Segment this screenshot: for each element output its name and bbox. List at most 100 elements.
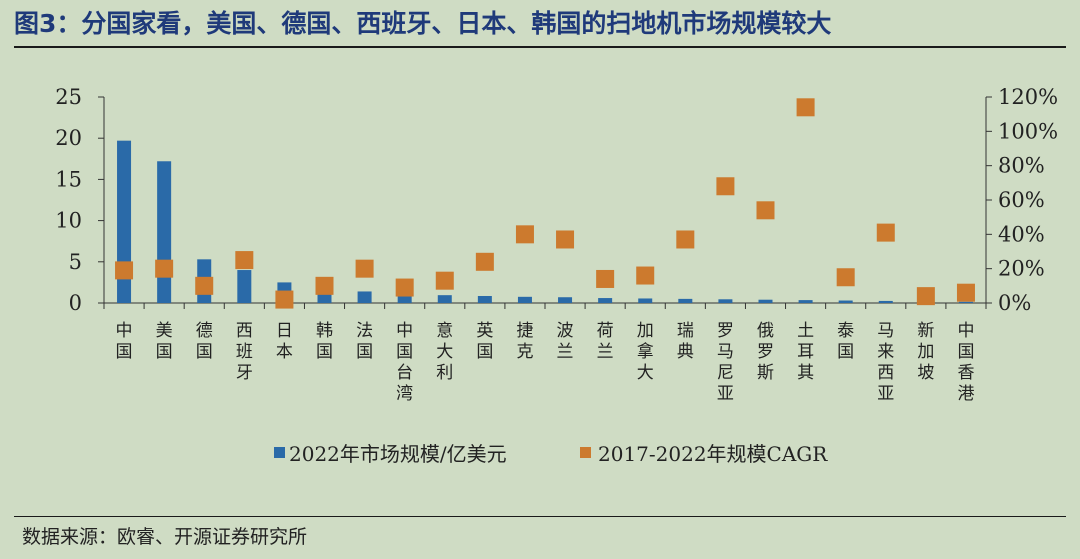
right-axis-tick-label: 0%: [998, 291, 1031, 315]
bar-market-size: [798, 300, 813, 303]
x-axis-category-label: 新: [917, 321, 934, 341]
bar-market-size: [878, 300, 893, 303]
x-axis-category-label: 中: [957, 321, 974, 341]
x-axis-category-label: 大: [637, 363, 654, 383]
right-axis-tick-label: 40%: [998, 222, 1045, 246]
legend-label-cagr: 2017-2022年规模CAGR: [598, 442, 828, 466]
marker-cagr: [796, 98, 815, 117]
left-axis-tick-label: 15: [55, 167, 82, 191]
marker-cagr: [475, 252, 494, 271]
bar-market-size: [758, 299, 773, 303]
bar-market-size: [718, 299, 733, 303]
x-axis-category-label: 大: [436, 342, 453, 362]
x-axis-category-label: 湾: [396, 384, 413, 404]
x-axis-category-label: 拿: [637, 341, 654, 362]
right-axis-tick-label: 60%: [998, 188, 1045, 212]
marker-cagr: [716, 177, 735, 196]
marker-cagr: [115, 261, 134, 280]
bar-market-size: [958, 301, 973, 303]
x-axis-category-label: 加: [917, 342, 934, 362]
x-axis-category-label: 利: [436, 363, 453, 383]
marker-cagr: [876, 223, 895, 242]
x-axis-category-label: 土: [797, 321, 814, 341]
bar-market-size: [157, 161, 172, 303]
marker-cagr: [195, 276, 214, 295]
marker-cagr: [155, 259, 174, 278]
x-axis-category-label: 波: [557, 321, 574, 341]
bar-market-size: [237, 270, 252, 303]
marker-cagr: [275, 290, 294, 309]
x-axis-category-label: 克: [516, 342, 533, 362]
x-axis-category-label: 西: [877, 363, 894, 383]
bar-market-size: [638, 298, 653, 303]
marker-cagr: [676, 230, 695, 249]
marker-cagr: [556, 230, 575, 249]
legend-swatch-market-size: [274, 447, 285, 458]
marker-cagr: [435, 271, 454, 290]
x-axis-category-label: 国: [837, 342, 854, 362]
x-axis-category-label: 荷: [597, 321, 614, 341]
left-axis-tick-label: 10: [55, 209, 82, 233]
x-axis-category-label: 西: [236, 321, 253, 341]
right-axis-tick-label: 80%: [998, 154, 1045, 178]
x-axis-category-label: 典: [677, 342, 694, 362]
title-divider: [14, 46, 1066, 48]
x-axis-category-label: 德: [196, 321, 213, 341]
x-axis-category-label: 亚: [877, 384, 894, 404]
bar-market-size: [598, 298, 613, 303]
x-axis-category-label: 耳: [797, 342, 814, 362]
x-axis-category-label: 香: [957, 363, 974, 383]
x-axis-category-label: 港: [957, 384, 974, 404]
x-axis-category-label: 中: [396, 321, 413, 341]
marker-cagr: [756, 201, 775, 220]
x-axis-category-label: 罗: [717, 321, 734, 341]
bar-market-size: [357, 291, 372, 303]
bar-market-size: [838, 300, 853, 303]
marker-cagr: [916, 287, 935, 306]
x-axis-category-label: 国: [196, 342, 213, 362]
bar-market-size: [517, 296, 532, 303]
x-axis-category-label: 兰: [557, 342, 574, 362]
left-axis-tick-label: 25: [55, 85, 82, 109]
marker-cagr: [836, 268, 855, 287]
x-axis-category-label: 法: [356, 321, 373, 341]
x-axis-category-label: 国: [116, 342, 133, 362]
bar-market-size: [477, 295, 492, 303]
x-axis-category-label: 马: [717, 342, 734, 362]
x-axis-category-label: 斯: [757, 363, 774, 383]
x-axis-category-label: 来: [877, 342, 894, 362]
x-axis-category-label: 国: [476, 342, 493, 362]
x-axis-category-label: 韩: [316, 321, 333, 341]
x-axis-category-label: 班: [236, 342, 253, 362]
bar-market-size: [437, 295, 452, 303]
legend-label-market-size: 2022年市场规模/亿美元: [289, 442, 507, 466]
x-axis-category-label: 国: [396, 342, 413, 362]
x-axis-category-label: 国: [356, 342, 373, 362]
x-axis-category-label: 瑞: [677, 321, 694, 341]
x-axis-category-label: 国: [957, 342, 974, 362]
x-axis-category-label: 马: [877, 321, 894, 341]
x-axis-category-label: 其: [797, 363, 814, 383]
source-divider: [14, 516, 1066, 517]
x-axis-category-label: 坡: [917, 363, 934, 383]
marker-cagr: [596, 269, 615, 288]
marker-cagr: [355, 259, 374, 278]
x-axis-category-label: 俄: [757, 321, 774, 341]
right-axis-tick-label: 100%: [998, 119, 1058, 143]
x-axis-category-label: 国: [156, 342, 173, 362]
right-axis-tick-label: 20%: [998, 257, 1045, 281]
marker-cagr: [515, 225, 534, 244]
source-note: 数据来源：欧睿、开源证券研究所: [22, 526, 308, 548]
marker-cagr: [956, 283, 975, 302]
x-axis-category-label: 日: [276, 321, 293, 341]
right-axis-tick-label: 120%: [998, 85, 1058, 109]
marker-cagr: [235, 251, 254, 270]
x-axis-category-label: 兰: [597, 342, 614, 362]
bar-market-size: [678, 298, 693, 303]
x-axis-category-label: 加: [637, 321, 654, 341]
x-axis-category-label: 意: [436, 321, 453, 341]
legend-swatch-cagr: [580, 447, 591, 458]
bar-market-size: [558, 297, 573, 303]
page-title: 图3：分国家看，美国、德国、西班牙、日本、韩国的扫地机市场规模较大: [14, 9, 832, 38]
x-axis-category-label: 国: [316, 342, 333, 362]
